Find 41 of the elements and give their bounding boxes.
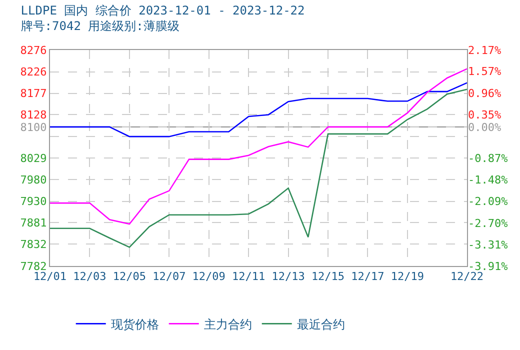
y2-tick-label: -2.09% xyxy=(468,195,508,208)
x-tick-label: 12/07 xyxy=(152,270,186,284)
line-series xyxy=(50,88,467,248)
y-tick-label: 7782 xyxy=(20,260,47,273)
y-tick-label: 8226 xyxy=(20,66,47,79)
y-tick-label: 7930 xyxy=(20,195,47,208)
x-tick-label: 12/09 xyxy=(192,270,226,284)
x-tick-label: 12/13 xyxy=(272,270,305,284)
y2-tick-label: -3.91% xyxy=(468,260,508,273)
y-tick-label: 7832 xyxy=(20,238,47,251)
x-tick-label: 12/03 xyxy=(73,270,106,284)
legend-label: 主力合约 xyxy=(204,317,252,332)
y2-tick-label: 0.35% xyxy=(468,108,502,122)
y2-tick-label: -1.48% xyxy=(468,174,508,187)
y2-tick-label: 2.17% xyxy=(468,44,502,57)
y-tick-label: 8100 xyxy=(20,120,47,134)
y2-tick-label: -3.31% xyxy=(468,238,508,252)
y-tick-label: 7881 xyxy=(20,216,47,230)
y-tick-label: 8128 xyxy=(20,108,47,122)
legend-label: 最近合约 xyxy=(296,317,345,332)
chart-title: LLDPE 国内 综合价 2023-12-01 - 2023-12-22 xyxy=(20,3,305,18)
y-tick-label: 8276 xyxy=(20,44,47,57)
x-tick-label: 12/17 xyxy=(351,270,384,284)
y-tick-label: 8029 xyxy=(20,152,47,165)
legend-label: 现货价格 xyxy=(110,317,159,332)
chart-subtitle: 牌号:7042 用途级别:薄膜级 xyxy=(20,19,180,33)
x-tick-label: 12/05 xyxy=(112,270,146,284)
y-tick-label: 7980 xyxy=(20,173,47,186)
y2-tick-label: 0.00% xyxy=(468,120,502,134)
x-tick-label: 12/19 xyxy=(390,270,424,284)
x-tick-label: 12/11 xyxy=(232,270,266,284)
y2-tick-label: -2.70% xyxy=(468,216,508,230)
y2-tick-label: 1.57% xyxy=(468,65,502,78)
y2-tick-label: -0.87% xyxy=(468,152,508,165)
line-series xyxy=(50,68,467,225)
x-tick-label: 12/22 xyxy=(450,270,484,284)
y-tick-label: 8177 xyxy=(20,87,47,100)
x-tick-label: 12/01 xyxy=(33,270,67,284)
x-tick-label: 12/15 xyxy=(311,270,345,284)
y2-tick-label: 0.96% xyxy=(468,86,502,100)
line-series xyxy=(50,82,467,138)
